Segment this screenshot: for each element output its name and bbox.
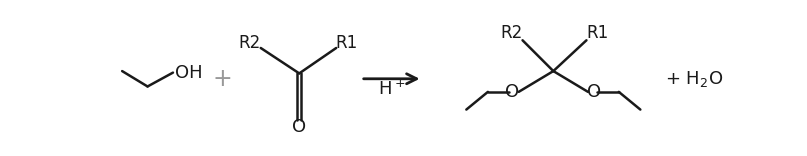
Text: R2: R2 (239, 34, 261, 52)
Text: +: + (212, 67, 232, 91)
Text: R1: R1 (586, 24, 608, 42)
Text: O: O (292, 118, 307, 136)
Text: R2: R2 (500, 24, 523, 42)
Text: O: O (587, 83, 601, 101)
Text: H$^+$: H$^+$ (378, 79, 405, 98)
Text: O: O (505, 83, 520, 101)
Text: + H$_2$O: + H$_2$O (665, 69, 723, 89)
Text: OH: OH (175, 64, 203, 82)
Text: R1: R1 (336, 34, 358, 52)
